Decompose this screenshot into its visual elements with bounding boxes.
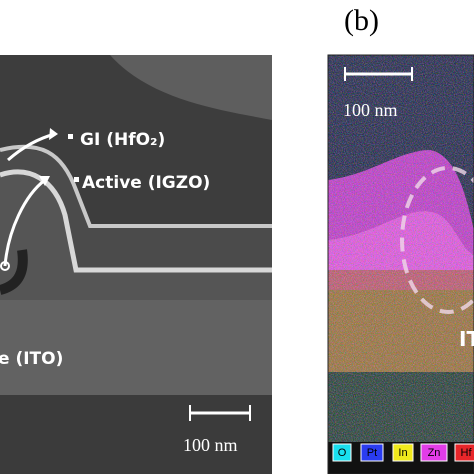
scale-bar-label: 100 nm (343, 100, 398, 120)
panel-border (327, 54, 474, 474)
legend-swatch (420, 443, 448, 462)
legend-label: O (338, 447, 347, 459)
legend-label: In (398, 447, 407, 459)
active-label: Active (IGZO) (82, 173, 210, 193)
legend: O Pt In Zn Hf (332, 443, 474, 462)
sem-image (0, 55, 272, 474)
legend-label: Pt (367, 447, 377, 459)
legend-swatch (392, 443, 414, 462)
eds-map (328, 55, 474, 474)
gi-label: GI (HfO₂) (80, 130, 165, 150)
legend-swatch (360, 443, 384, 462)
legend-swatch (332, 443, 352, 462)
legend-label: Zn (428, 447, 441, 459)
ito-label: IT (459, 327, 474, 351)
panel-label: (b) (344, 4, 379, 37)
ito-label: e (ITO) (0, 349, 63, 369)
scale-bar-label: 100 nm (183, 435, 238, 455)
legend-label: Hf (461, 447, 473, 459)
legend-swatch (454, 443, 474, 462)
